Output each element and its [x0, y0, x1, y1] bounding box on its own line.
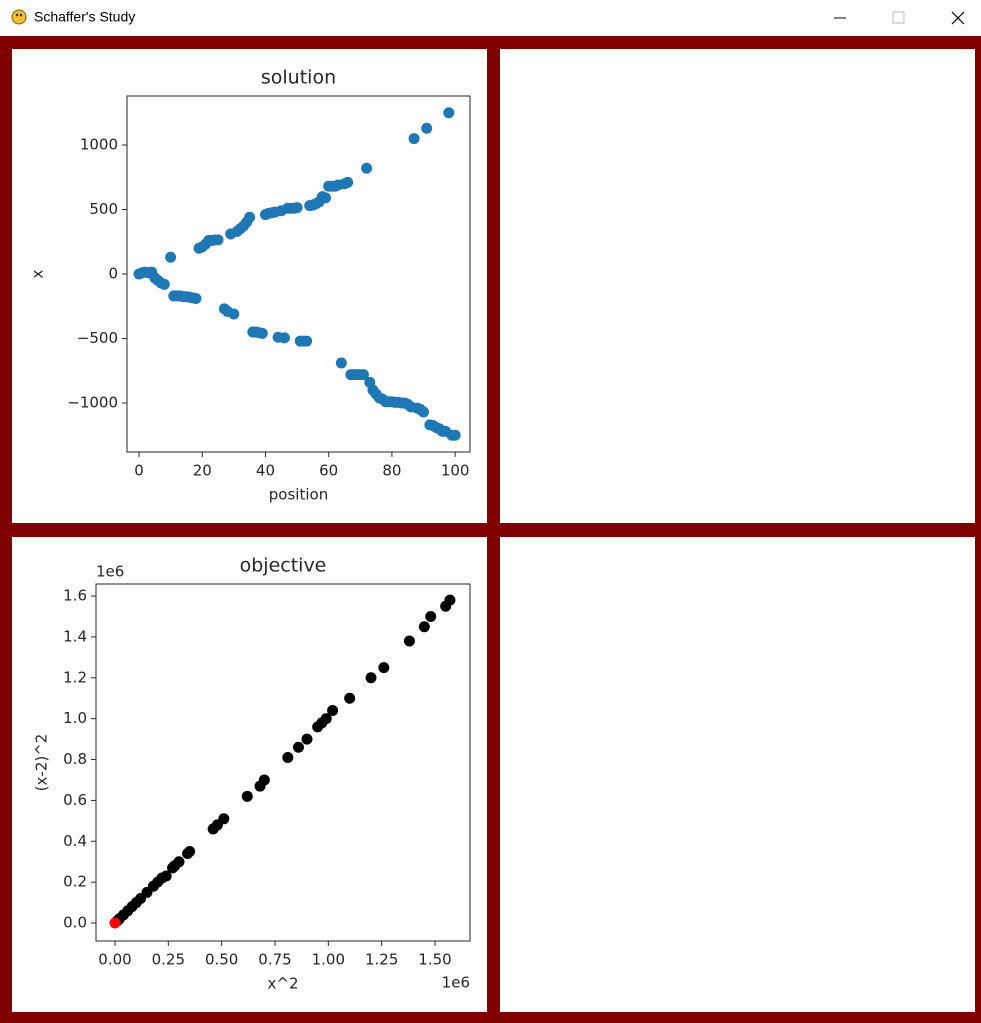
x-axis-label: position: [269, 486, 328, 504]
point: [320, 192, 332, 204]
point: [244, 211, 256, 223]
panel: [500, 537, 975, 1012]
point: [361, 162, 373, 174]
y-tick-label: 0.4: [63, 832, 87, 850]
panel: [12, 49, 487, 523]
y-tick-label: 0.0: [63, 914, 87, 932]
point: [109, 917, 121, 929]
point: [344, 692, 356, 704]
y-tick-label: 0: [108, 265, 118, 283]
point: [357, 369, 369, 381]
point: [327, 704, 339, 716]
y-tick-label: 0.6: [63, 791, 87, 809]
y-tick-label: 1000: [80, 136, 118, 154]
point: [335, 357, 347, 369]
point: [418, 621, 430, 633]
point: [241, 790, 253, 802]
point: [378, 662, 390, 674]
point: [421, 122, 433, 134]
y-axis-label: x: [29, 269, 47, 278]
x-axis-label: x^2: [268, 975, 299, 993]
x-tick-label: 80: [382, 462, 401, 480]
point: [282, 751, 294, 763]
x-tick-label: 60: [319, 462, 338, 480]
x-tick-label: 1.00: [312, 951, 345, 969]
chart-title: solution: [261, 67, 336, 89]
panel: [12, 537, 487, 1012]
y-tick-label: 0.2: [63, 873, 87, 891]
point: [160, 870, 172, 882]
point: [228, 308, 240, 320]
x-tick-label: 1.25: [365, 951, 398, 969]
point: [443, 107, 455, 119]
y-tick-label: 1.0: [63, 709, 87, 727]
point: [425, 610, 437, 622]
y-tick-label: −1000: [67, 393, 118, 411]
chart-title: objective: [240, 555, 327, 577]
app-icon: [11, 9, 27, 25]
x-tick-label: 0.50: [205, 951, 238, 969]
y-tick-label: 500: [89, 200, 118, 218]
x-tick-label: 100: [441, 462, 470, 480]
point: [408, 133, 420, 145]
point: [444, 594, 456, 606]
point: [449, 429, 461, 441]
x-tick-label: 0.25: [152, 951, 185, 969]
point: [165, 251, 177, 263]
plot-frame: [95, 583, 471, 942]
point: [291, 202, 303, 214]
x-tick-label: 1.50: [418, 951, 451, 969]
point: [184, 845, 196, 857]
y-offset-label: 1e6: [96, 563, 124, 581]
y-tick-label: 1.4: [63, 627, 87, 645]
point: [342, 176, 354, 188]
point: [173, 856, 185, 868]
point: [190, 293, 202, 305]
point: [218, 813, 230, 825]
point: [278, 332, 290, 344]
close-button[interactable]: [951, 11, 965, 25]
point: [301, 733, 313, 745]
x-tick-label: 0.00: [98, 951, 131, 969]
x-tick-label: 20: [193, 462, 212, 480]
point: [258, 774, 270, 786]
point: [365, 672, 377, 684]
y-tick-label: 1.6: [63, 587, 87, 605]
panel: [500, 49, 975, 523]
y-tick-label: 0.8: [63, 750, 87, 768]
x-tick-label: 0.75: [258, 951, 291, 969]
window-title: Schaffer's Study: [34, 9, 135, 25]
x-offset-label: 1e6: [442, 974, 470, 992]
title-bar: [0, 0, 981, 36]
maximize-button[interactable]: [892, 11, 905, 24]
point: [301, 335, 313, 347]
point: [212, 234, 224, 246]
point: [158, 278, 170, 290]
y-tick-label: −500: [77, 329, 118, 347]
x-tick-label: 40: [256, 462, 275, 480]
point: [256, 327, 268, 339]
point: [418, 406, 430, 418]
point: [320, 713, 332, 725]
y-axis-label: (x-2)^2: [33, 734, 51, 792]
y-tick-label: 1.2: [63, 668, 87, 686]
x-tick-label: 0: [134, 462, 144, 480]
plot-frame: [126, 95, 471, 453]
point: [292, 741, 304, 753]
point: [403, 635, 415, 647]
